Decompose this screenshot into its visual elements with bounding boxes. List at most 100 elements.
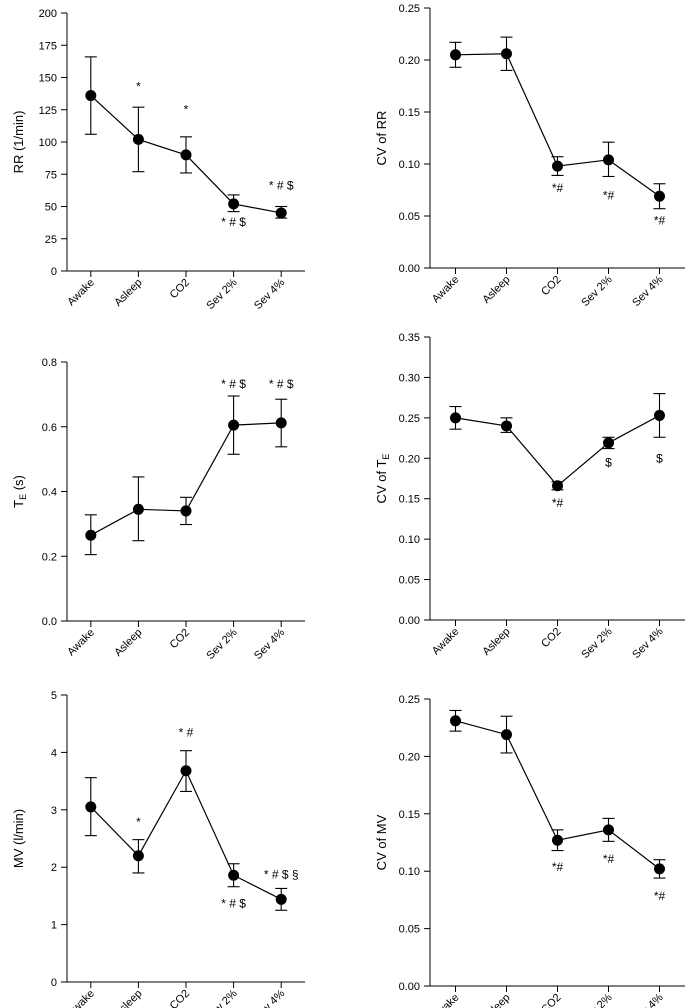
x-tick-label: Sev 4% — [630, 991, 665, 1008]
y-tick-label: 150 — [39, 73, 57, 85]
y-tick-label: 0.4 — [42, 487, 57, 499]
data-point — [180, 149, 192, 161]
significance-annotation: *# — [603, 188, 615, 202]
x-tick-label: CO2 — [168, 988, 192, 1008]
x-tick-label: Awake — [65, 627, 97, 659]
x-tick-label: Awake — [430, 274, 462, 306]
y-tick-label: 0.10 — [399, 159, 420, 171]
y-tick-label: 0.00 — [399, 981, 420, 993]
x-tick-label: Sev 2% — [204, 276, 239, 311]
significance-annotation: * # $ — [221, 215, 246, 229]
y-tick-label: 25 — [45, 234, 57, 246]
data-point — [85, 801, 97, 813]
data-point — [132, 850, 144, 862]
data-point — [180, 765, 192, 777]
panel-middle-right: 0.00 0.05 0.10 0.15 0.20 0.25 0.30 0.35 Awake Asl… — [374, 332, 685, 661]
x-tick-label: Asleep — [480, 274, 512, 306]
x-tick-label: Sev 2% — [204, 626, 239, 661]
y-tick-label: 0.35 — [399, 332, 420, 344]
data-point — [501, 729, 512, 741]
y-tick-label: 125 — [39, 105, 57, 117]
y-axis-label-main: RR (1/min) — [11, 111, 26, 174]
panel-middle-left: 0.0 0.2 0.4 0.6 0.8 Awake Asleep CO2 Sev 2% Sev 4… — [11, 357, 305, 662]
data-point — [654, 863, 665, 875]
data-point — [450, 715, 461, 727]
y-tick-label: 0.15 — [399, 107, 420, 119]
y-axis-label-main: CV of T — [374, 460, 389, 504]
y-tick-label: 0.10 — [399, 866, 420, 878]
y-axis-label-main: CV of RR — [374, 111, 389, 166]
data-point — [275, 893, 287, 905]
significance-annotation: *# — [552, 860, 564, 874]
y-tick-label: 75 — [45, 169, 57, 181]
y-tick-label: 0.10 — [399, 534, 420, 546]
significance-annotation: *# — [552, 181, 564, 195]
x-tick-label: Awake — [430, 992, 462, 1008]
significance-annotation: * # — [179, 725, 194, 739]
y-tick-label: 0.05 — [399, 575, 420, 587]
y-tick-label: 200 — [39, 8, 57, 20]
data-point — [552, 480, 563, 492]
significance-annotation: * # $ — [269, 179, 294, 193]
x-tick-label: Sev 4% — [630, 625, 665, 660]
y-tick-label: 0.20 — [399, 751, 420, 763]
x-tick-label: CO2 — [168, 627, 192, 651]
series-line — [455, 414, 660, 487]
y-tick-label: 175 — [39, 40, 57, 52]
y-tick-label: 2 — [51, 862, 57, 874]
data-point — [501, 420, 512, 432]
significance-annotation: *# — [654, 213, 666, 227]
panel-bottom-right: 0.00 0.05 0.10 0.15 0.20 0.25 Awake Asleep CO2 Se… — [374, 694, 685, 1008]
x-tick-label: CO2 — [539, 626, 563, 650]
y-axis-label: RR (1/min) — [11, 111, 26, 174]
y-tick-label: 0.8 — [42, 357, 57, 369]
x-tick-label: Sev 4% — [630, 273, 665, 308]
panel-top-right: 0.00 0.05 0.10 0.15 0.20 0.25 Awake Asleep CO2 Se… — [374, 3, 685, 309]
x-tick-label: Asleep — [480, 992, 512, 1008]
data-point — [180, 505, 192, 517]
data-point — [132, 133, 144, 145]
y-tick-label: 0.2 — [42, 551, 57, 563]
x-tick-label: Awake — [65, 988, 97, 1008]
x-tick-label: Asleep — [112, 627, 144, 659]
significance-annotation: $ — [656, 451, 663, 465]
y-tick-label: 0.20 — [399, 453, 420, 465]
y-tick-label: 3 — [51, 805, 57, 817]
y-axis-label-main: T — [11, 500, 26, 508]
y-axis-label: CV of MV — [374, 814, 389, 870]
significance-annotation: * — [184, 103, 189, 117]
data-point — [552, 834, 563, 846]
data-point — [654, 190, 665, 202]
y-tick-label: 0.00 — [399, 615, 420, 627]
y-tick-label: 50 — [45, 202, 57, 214]
y-tick-label: 0.15 — [399, 809, 420, 821]
x-tick-label: Sev 2% — [204, 987, 239, 1008]
data-point — [450, 49, 461, 61]
data-point — [132, 503, 144, 515]
significance-annotation: * # $ — [221, 896, 246, 910]
x-tick-label: Sev 2% — [579, 273, 614, 308]
y-axis-label-suffix: (s) — [11, 475, 26, 494]
y-tick-label: 0.25 — [399, 413, 420, 425]
y-axis-label: TE (s) — [11, 475, 28, 508]
y-tick-label: 0.25 — [399, 694, 420, 706]
y-axis-label: CV of TE — [374, 454, 391, 504]
data-point — [275, 207, 287, 219]
x-tick-label: Sev 4% — [252, 276, 287, 311]
data-point — [450, 412, 461, 424]
significance-annotation: * # $ § — [264, 868, 299, 882]
y-axis-label: CV of RR — [374, 111, 389, 166]
y-tick-label: 0 — [51, 266, 57, 278]
y-tick-label: 0.05 — [399, 924, 420, 936]
x-tick-label: Sev 2% — [579, 991, 614, 1008]
x-tick-label: CO2 — [539, 274, 563, 298]
significance-annotation: *# — [654, 889, 666, 903]
data-point — [228, 198, 240, 210]
x-tick-label: Awake — [430, 626, 462, 658]
data-point — [85, 529, 97, 541]
y-tick-label: 4 — [51, 747, 57, 759]
data-point — [603, 437, 614, 449]
y-axis-label-subscript: E — [381, 454, 391, 460]
y-tick-label: 0.20 — [399, 55, 420, 67]
